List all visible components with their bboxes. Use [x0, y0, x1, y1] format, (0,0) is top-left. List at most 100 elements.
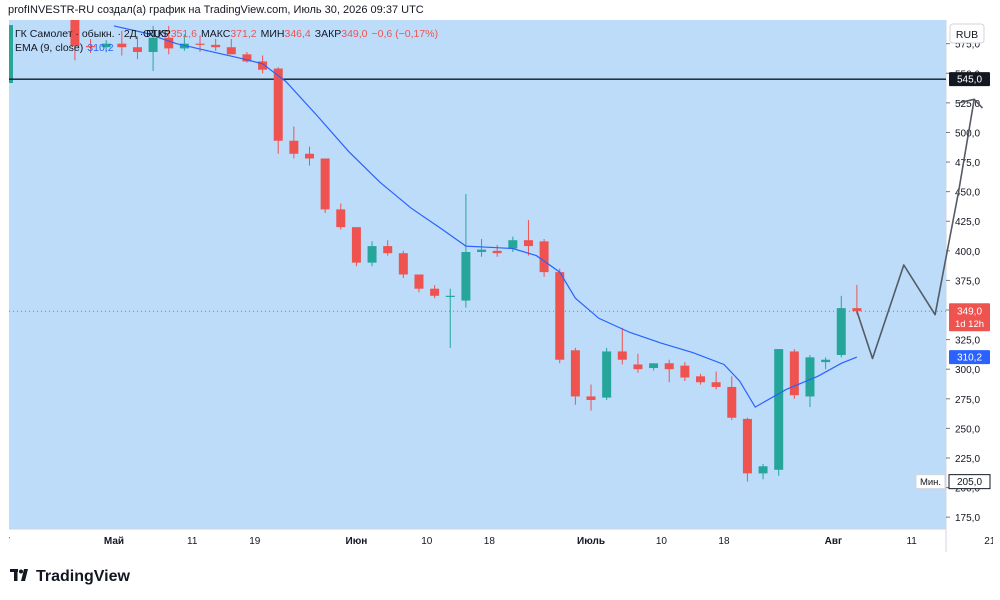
price-tick-label: 300,0 — [955, 365, 980, 376]
candle-down[interactable] — [86, 46, 96, 48]
candle-down[interactable] — [586, 396, 596, 400]
candle-down[interactable] — [305, 153, 314, 159]
min-tag-box — [915, 474, 946, 490]
candle-down[interactable] — [727, 386, 737, 418]
candle-down[interactable] — [664, 363, 674, 370]
candle-down[interactable] — [696, 376, 705, 383]
candle-down[interactable] — [132, 47, 142, 52]
currency-button[interactable]: RUB — [949, 23, 985, 44]
legend-low-value: 346,4 — [285, 28, 311, 40]
candle-up[interactable] — [758, 466, 768, 474]
candle-up[interactable] — [367, 246, 377, 263]
time-axis-background[interactable] — [9, 529, 946, 552]
legend-high-value: 371,2 — [230, 28, 256, 40]
candle-up[interactable] — [774, 349, 784, 470]
candle-up[interactable] — [821, 359, 831, 363]
legend-open-value: 351,6 — [171, 28, 197, 40]
currency-label[interactable]: RUB — [956, 29, 978, 41]
price-tick-label: 450,0 — [955, 188, 980, 199]
time-day-label: 11 — [187, 536, 198, 547]
price-chart[interactable]: 175,0200,0225,0250,0275,0300,0325,0350,0… — [9, 20, 993, 552]
candle-down[interactable] — [289, 140, 299, 154]
currency-button-frame[interactable] — [949, 23, 985, 44]
candle-up[interactable] — [836, 308, 846, 355]
candle-up[interactable] — [477, 249, 487, 253]
candle-down[interactable] — [164, 37, 174, 49]
candle-down[interactable] — [273, 68, 283, 141]
level-price-label-badge — [949, 72, 990, 87]
legend-close-value: 349,0 — [341, 28, 367, 40]
candle-down[interactable] — [351, 227, 361, 263]
candle-up[interactable] — [461, 252, 471, 301]
candle-down[interactable] — [258, 61, 268, 70]
price-tick-label: 275,0 — [955, 395, 980, 406]
forecast-arrow-drawing[interactable] — [856, 98, 983, 360]
candle-down[interactable] — [523, 240, 533, 247]
min-value: 205,0 — [957, 477, 982, 488]
tradingview-logo-icon — [10, 567, 32, 587]
candle-down[interactable] — [789, 351, 799, 396]
candle-down[interactable] — [117, 43, 127, 48]
candle-up[interactable] — [602, 351, 612, 398]
chart-area[interactable]: 175,0200,0225,0250,0275,0300,0325,0350,0… — [9, 20, 993, 552]
candle-down[interactable] — [492, 250, 502, 254]
legend-symbol[interactable]: ГК Самолет · обыкн. · 2Д · RUS — [15, 28, 168, 40]
time-month-label: Авг — [825, 536, 843, 547]
candle-down[interactable] — [680, 365, 690, 378]
tv-logo-glyph — [10, 569, 28, 581]
candle-down[interactable] — [320, 158, 330, 210]
plot-background[interactable] — [9, 20, 946, 529]
min-value-box — [948, 474, 991, 490]
candle-up[interactable] — [508, 240, 518, 249]
tradingview-logo[interactable]: TradingView — [10, 567, 130, 587]
candle-down[interactable] — [70, 20, 80, 47]
ema-line[interactable] — [113, 25, 858, 408]
candle-down[interactable] — [633, 364, 643, 370]
candle-up[interactable] — [649, 363, 659, 369]
candle-down[interactable] — [226, 47, 236, 55]
price-tick-label: 475,0 — [955, 158, 980, 169]
candle-down[interactable] — [383, 246, 393, 254]
candle-down[interactable] — [430, 288, 440, 296]
price-tick-label: 425,0 — [955, 217, 980, 228]
candle-down[interactable] — [539, 241, 549, 273]
time-month-label: Июль — [577, 536, 605, 547]
candle-down[interactable] — [570, 350, 580, 397]
legend-open-label: ОТКР — [143, 28, 171, 40]
price-axis-background[interactable] — [946, 20, 993, 552]
legend-ema[interactable]: EMA (9, close) 310,2 — [15, 42, 114, 54]
candle-down[interactable] — [414, 274, 424, 289]
price-tick-label: 250,0 — [955, 424, 980, 435]
last-price-label: 349,0 — [957, 307, 982, 318]
candle-down[interactable] — [711, 382, 721, 387]
candle-down[interactable] — [852, 308, 862, 312]
legend-high-label: МАКС — [201, 28, 231, 40]
candle-down[interactable] — [195, 43, 205, 45]
price-tick-label: 175,0 — [955, 513, 980, 524]
price-tick-label: 225,0 — [955, 454, 980, 465]
time-day-label: 19 — [249, 536, 261, 547]
min-tag: Мин. — [920, 477, 941, 488]
candle-down[interactable] — [336, 209, 346, 228]
candle-up[interactable] — [805, 357, 815, 397]
time-month-label: Июн — [346, 536, 368, 547]
chart-attribution: profINVESTR-RU создал(а) график на Tradi… — [8, 4, 424, 16]
candle-down[interactable] — [617, 351, 627, 360]
time-month-label: Май — [104, 536, 124, 547]
legend-close-label: ЗАКР — [315, 28, 341, 40]
price-tick-label: 375,0 — [955, 276, 980, 287]
time-day-label: 10 — [656, 536, 668, 547]
candle-down[interactable] — [242, 54, 252, 62]
price-tick-label: 525,0 — [955, 99, 980, 110]
candle-up[interactable] — [101, 43, 111, 48]
candle-down[interactable] — [555, 272, 565, 360]
candle-down[interactable] — [211, 44, 221, 48]
time-day-label: 17 — [9, 536, 11, 547]
bar-countdown-label: 1d 12h — [955, 319, 984, 330]
candle-up[interactable] — [445, 295, 455, 298]
candle-down[interactable] — [398, 253, 408, 275]
candle-up[interactable] — [148, 37, 158, 52]
candle-down[interactable] — [742, 418, 752, 474]
time-day-label: 18 — [484, 536, 496, 547]
legend-ema-name: EMA (9, close) — [15, 42, 83, 54]
